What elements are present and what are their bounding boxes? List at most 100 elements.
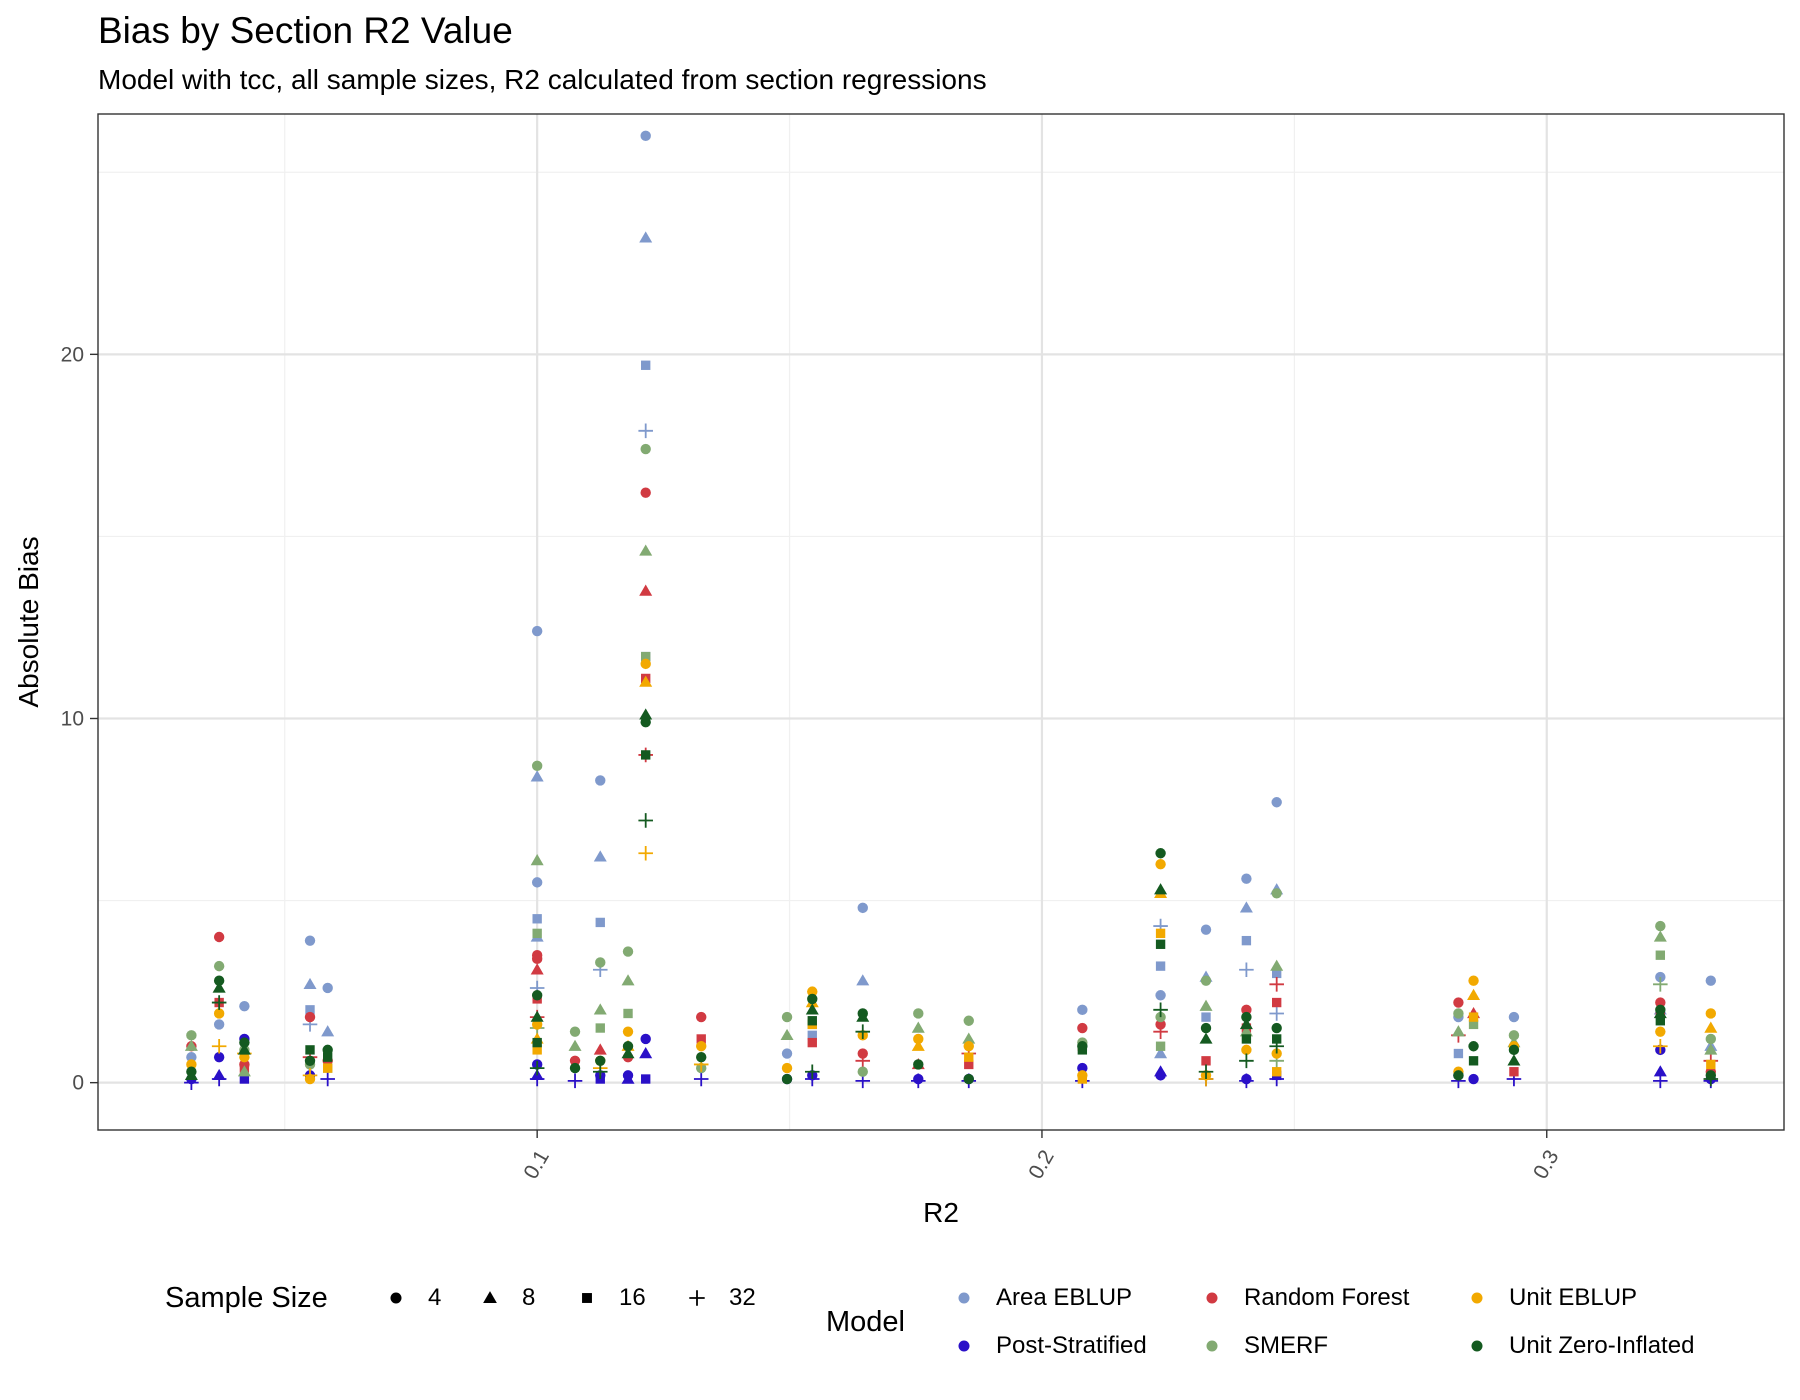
- data-point: [857, 902, 868, 914]
- data-point: [532, 1037, 542, 1048]
- data-point: [186, 1059, 197, 1070]
- circle-key-icon: [1463, 1284, 1491, 1312]
- data-point: [639, 584, 653, 596]
- data-point: [1077, 1074, 1088, 1084]
- data-point: [1201, 1012, 1211, 1022]
- data-point: [1077, 1004, 1088, 1016]
- data-point: [641, 360, 651, 370]
- data-point: [595, 1074, 605, 1084]
- data-point: [1241, 1004, 1252, 1016]
- data-point: [1468, 975, 1479, 986]
- legend-label: 8: [522, 1284, 536, 1311]
- data-point: [911, 1021, 925, 1033]
- data-point: [1077, 1022, 1088, 1034]
- circle-key-icon: [1198, 1284, 1226, 1312]
- data-point: [593, 850, 607, 862]
- data-point: [621, 974, 635, 986]
- model-legend-item: Random Forest: [1198, 1284, 1409, 1312]
- data-point: [322, 1052, 333, 1062]
- data-point: [963, 1073, 974, 1085]
- data-point: [1703, 1071, 1719, 1087]
- data-point: [640, 443, 651, 455]
- data-point: [595, 957, 606, 968]
- series-area-eblup: [186, 130, 1718, 1063]
- data-point: [640, 130, 651, 142]
- data-point: [1704, 1043, 1718, 1055]
- data-point: [1272, 1034, 1282, 1044]
- data-point: [305, 1005, 315, 1015]
- data-point: [213, 1008, 225, 1019]
- data-point: [1239, 1025, 1253, 1037]
- data-point: [1453, 1070, 1464, 1081]
- data-point: [964, 1059, 974, 1070]
- data-point: [593, 1043, 607, 1055]
- data-point: [595, 1023, 605, 1033]
- data-point: [913, 1008, 924, 1019]
- data-point: [1239, 1053, 1254, 1069]
- data-point: [1655, 1016, 1666, 1026]
- data-points: [184, 130, 1719, 1090]
- data-point: [1704, 1021, 1718, 1033]
- data-point: [239, 1074, 250, 1084]
- square-key-icon: [573, 1284, 601, 1312]
- data-point: [1199, 1032, 1213, 1044]
- data-point: [639, 231, 653, 243]
- data-point: [857, 1066, 868, 1077]
- data-point: [532, 928, 542, 939]
- data-point: [321, 1025, 335, 1037]
- series-unit-zero-inflated: [184, 708, 1719, 1087]
- data-point: [1653, 1006, 1667, 1019]
- data-point: [621, 1047, 635, 1059]
- circle-key-icon: [382, 1284, 410, 1312]
- axes: 0.1 0.2 0.3 0 10 20 R2 Absolute Bias: [13, 343, 1564, 1228]
- data-point: [1200, 1022, 1212, 1034]
- legend-label: Area EBLUP: [996, 1284, 1133, 1311]
- data-point: [638, 813, 653, 828]
- data-point: [302, 1068, 318, 1083]
- data-point: [1653, 977, 1668, 992]
- data-point: [1241, 1034, 1252, 1044]
- data-point: [1155, 939, 1166, 949]
- data-point: [1653, 1065, 1667, 1077]
- data-point: [640, 1033, 651, 1045]
- data-point: [963, 1041, 974, 1052]
- data-point: [567, 1073, 583, 1089]
- triangle-key-icon: [476, 1284, 504, 1312]
- data-point: [1453, 1048, 1464, 1059]
- data-point: [531, 1019, 543, 1030]
- legend-key-shape: [1206, 1292, 1218, 1304]
- legend-label: Unit Zero-Inflated: [1509, 1332, 1695, 1359]
- data-point: [531, 760, 543, 772]
- legend-key-shape: [483, 1291, 497, 1303]
- x-axis-title: R2: [923, 1197, 959, 1228]
- sample-size-legend-item: 4: [382, 1284, 441, 1312]
- data-point: [239, 1000, 250, 1012]
- data-point: [1272, 968, 1282, 979]
- data-point: [857, 1048, 868, 1059]
- data-point: [1269, 1038, 1284, 1054]
- legend-label: Post-Stratified: [996, 1332, 1147, 1359]
- data-point: [592, 1064, 608, 1080]
- data-point: [623, 1008, 633, 1019]
- data-point: [304, 1011, 316, 1023]
- data-point: [531, 953, 543, 965]
- legend-label: SMERF: [1244, 1332, 1328, 1359]
- data-point: [1269, 1006, 1284, 1021]
- data-point: [696, 1041, 707, 1052]
- data-point: [1271, 1022, 1282, 1034]
- data-point: [212, 981, 226, 993]
- data-point: [1655, 971, 1666, 983]
- data-point: [781, 1048, 793, 1059]
- data-point: [780, 1028, 794, 1040]
- data-point: [1200, 924, 1212, 935]
- data-point: [1508, 1030, 1520, 1041]
- data-point: [805, 1003, 819, 1015]
- data-point: [638, 423, 653, 439]
- data-point: [622, 1026, 634, 1037]
- data-point: [1239, 901, 1253, 913]
- data-point: [1653, 1038, 1668, 1054]
- data-point: [305, 1045, 315, 1055]
- legend-key-shape: [582, 1293, 592, 1303]
- data-point: [237, 1043, 251, 1055]
- data-point: [532, 914, 542, 924]
